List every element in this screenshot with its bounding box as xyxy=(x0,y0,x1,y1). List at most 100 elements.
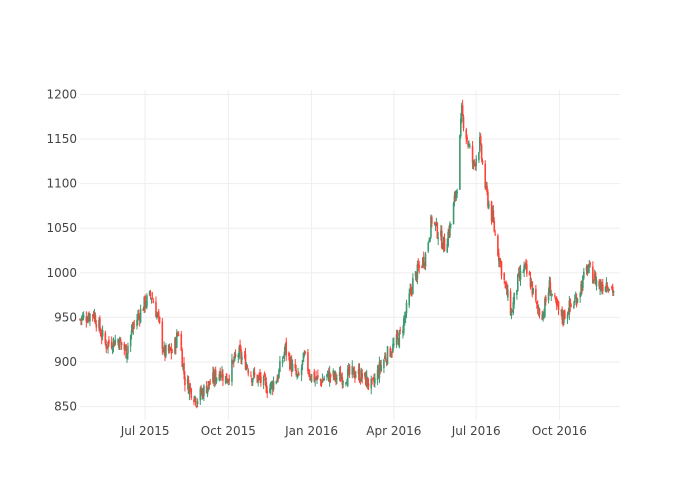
candle-body xyxy=(526,264,528,274)
candle-decreasing xyxy=(100,329,103,345)
candle-decreasing xyxy=(329,373,332,383)
candle-increasing xyxy=(203,384,205,401)
candle-body xyxy=(582,275,584,289)
candle-body xyxy=(518,272,521,279)
candle-increasing xyxy=(587,264,590,274)
candle-decreasing xyxy=(606,282,609,292)
candle-body xyxy=(288,352,290,357)
candle-body xyxy=(120,342,123,346)
candle-body xyxy=(566,313,569,319)
candle-body xyxy=(602,284,604,291)
candle-decreasing xyxy=(385,360,388,367)
candle-increasing xyxy=(599,279,601,296)
candle-body xyxy=(471,146,474,163)
candle-decreasing xyxy=(354,371,356,383)
candle-body xyxy=(422,257,424,266)
candle-decreasing xyxy=(607,287,610,294)
candle-body xyxy=(100,332,102,336)
candle-increasing xyxy=(403,315,405,336)
candle-increasing xyxy=(537,304,540,317)
candle-body xyxy=(481,160,484,164)
candle-decreasing xyxy=(244,347,247,371)
candle-increasing xyxy=(117,338,119,346)
candle-decreasing xyxy=(431,215,433,228)
candle-increasing xyxy=(334,370,336,382)
candle-body xyxy=(226,382,229,384)
candle-body xyxy=(270,382,273,386)
candle-body xyxy=(202,390,204,398)
candle-body xyxy=(234,354,237,357)
candle-body xyxy=(208,380,211,385)
candle-decreasing xyxy=(259,368,261,384)
candle-body xyxy=(304,351,307,353)
candle-body xyxy=(300,367,303,376)
candle-body xyxy=(545,297,547,302)
candle-body xyxy=(245,364,248,370)
candle-body xyxy=(517,272,520,275)
candle-decreasing xyxy=(509,288,512,316)
candle-body xyxy=(193,399,195,403)
candle-body xyxy=(253,372,256,375)
candle-body xyxy=(554,295,556,297)
candle-increasing xyxy=(523,261,525,277)
candle-body xyxy=(188,385,191,395)
candle-increasing xyxy=(402,325,404,339)
candle-increasing xyxy=(380,359,383,373)
candle-body xyxy=(307,352,309,372)
candle-decreasing xyxy=(399,326,402,335)
candle-increasing xyxy=(510,307,513,320)
candle-body xyxy=(303,352,306,356)
candle-increasing xyxy=(257,375,259,387)
candle-body xyxy=(302,353,305,362)
candle-increasing xyxy=(422,256,424,268)
candle-body xyxy=(372,377,374,379)
candle-body xyxy=(278,369,280,378)
candle-body xyxy=(143,296,146,311)
candle-increasing xyxy=(323,375,326,381)
candle-body xyxy=(167,344,170,352)
candle-decreasing xyxy=(169,346,172,351)
candle-body xyxy=(544,298,546,317)
candle-increasing xyxy=(338,366,341,381)
candle-body xyxy=(262,375,265,386)
candle-body xyxy=(393,343,395,346)
candle-increasing xyxy=(449,221,451,239)
candle-body xyxy=(360,370,363,382)
candle-body xyxy=(112,338,115,348)
candle-decreasing xyxy=(320,380,323,387)
candle-body xyxy=(429,237,431,242)
candle-body xyxy=(94,315,97,324)
candle-body xyxy=(257,376,259,382)
candle-increasing xyxy=(374,373,376,388)
candle-body xyxy=(374,378,376,384)
candle-decreasing xyxy=(264,373,267,387)
candle-increasing xyxy=(81,312,84,321)
candle-increasing xyxy=(491,205,494,223)
candle-increasing xyxy=(241,351,243,365)
candle-decreasing xyxy=(327,367,330,382)
candle-body xyxy=(327,370,329,374)
candle-body xyxy=(601,286,603,290)
candle-body xyxy=(272,381,275,390)
candle-increasing xyxy=(93,308,96,322)
candle-increasing xyxy=(220,374,222,382)
candle-body xyxy=(478,152,480,161)
candle-increasing xyxy=(472,159,475,170)
candle-increasing xyxy=(346,379,348,385)
candle-body xyxy=(251,378,254,383)
candle-body xyxy=(119,339,122,342)
candle-decreasing xyxy=(213,367,215,387)
candle-increasing xyxy=(424,251,427,271)
candle-body xyxy=(183,363,185,374)
candle-body xyxy=(137,314,140,316)
candle-increasing xyxy=(336,374,338,385)
candle-increasing xyxy=(196,398,199,408)
candle-decreasing xyxy=(94,312,97,325)
candle-decreasing xyxy=(500,260,503,280)
candle-body xyxy=(548,280,551,293)
candle-body xyxy=(271,383,274,390)
candle-decreasing xyxy=(222,369,224,387)
candle-decreasing xyxy=(556,298,559,307)
candle-body xyxy=(448,229,450,236)
candle-increasing xyxy=(283,346,286,362)
